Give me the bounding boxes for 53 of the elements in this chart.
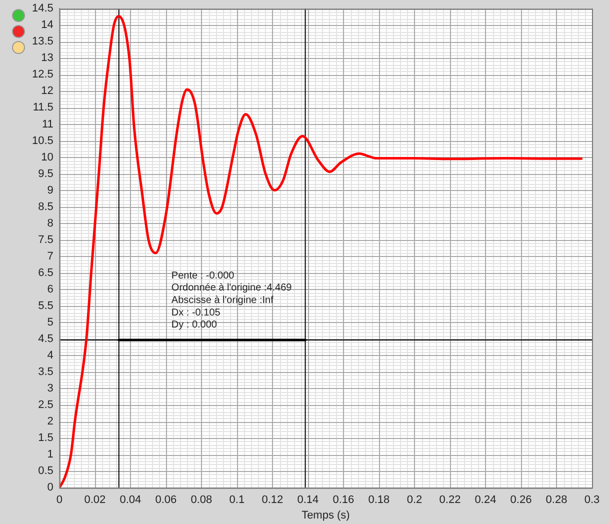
y-tick-label: 7.5 [38,234,54,246]
y-tick-label: 14.5 [32,2,54,15]
x-tick-label: 0.16 [332,494,354,506]
y-tick-label: 0 [47,482,54,494]
y-tick-label: 2 [47,416,54,428]
y-tick-label: 12.5 [32,68,54,81]
line-series [59,14,583,488]
x-tick-label: 0.08 [190,494,212,506]
annotation: Dy : 0.000 [171,320,218,331]
x-tick-label: 0.28 [546,494,568,506]
x-axis-title: Temps (s) [302,509,350,522]
y-tick-label: 7 [47,250,54,262]
y-tick-label: 0.5 [38,465,54,478]
y-tick-label: 1.5 [38,432,54,444]
x-tick-label: 0.3 [584,494,600,506]
y-tick-label: 2.5 [38,399,54,412]
x-tick-label: 0.14 [297,494,319,506]
y-tick-label: 14 [41,19,54,32]
x-tick-label: 0.02 [84,494,106,506]
x-tick-label: 0.06 [155,494,177,506]
y-tick-label: 3 [47,382,54,395]
annotation: Ordonnée à l'origine :4.469 [171,282,292,294]
y-tick-label: 10 [41,151,54,164]
x-tick-label: 0 [56,494,62,506]
y-tick-label: 5.5 [38,300,54,312]
y-tick-label: 9 [47,184,54,196]
y-tick-label: 1 [47,448,54,461]
x-tick-label: 0.2 [406,494,422,506]
y-tick-label: 8 [47,217,54,230]
y-tick-label: 12 [41,85,54,98]
y-tick-label: 11 [42,118,54,130]
x-tick-label: 0.24 [474,494,496,506]
x-tick-label: 0.18 [368,494,390,506]
annotation: Dx : -0.105 [171,307,221,318]
y-tick-label: 5 [47,316,54,328]
x-tick-label: 0.1 [229,494,245,506]
x-tick-label: 0.22 [439,494,461,506]
x-tick-label: 0.12 [262,494,284,506]
y-tick-label: 6 [47,283,54,296]
y-tick-label: 4.5 [38,332,54,345]
y-tick-label: 13.5 [32,36,54,48]
annotation: Pente : -0.000 [171,270,235,282]
y-tick-label: 9.5 [38,168,54,180]
y-tick-label: 4 [47,349,54,362]
y-tick-label: 6.5 [38,266,54,279]
x-tick-label: 0.26 [510,494,532,506]
y-tick-label: 10.5 [32,134,54,147]
y-tick-label: 13 [41,52,54,64]
y-tick-label: 8.5 [38,200,54,213]
x-tick-label: 0.04 [120,494,142,506]
y-tick-label: 11.5 [32,102,54,114]
y-tick-label: 3.5 [38,366,54,378]
annotation: Abscisse à l'origine :Inf [171,294,274,306]
